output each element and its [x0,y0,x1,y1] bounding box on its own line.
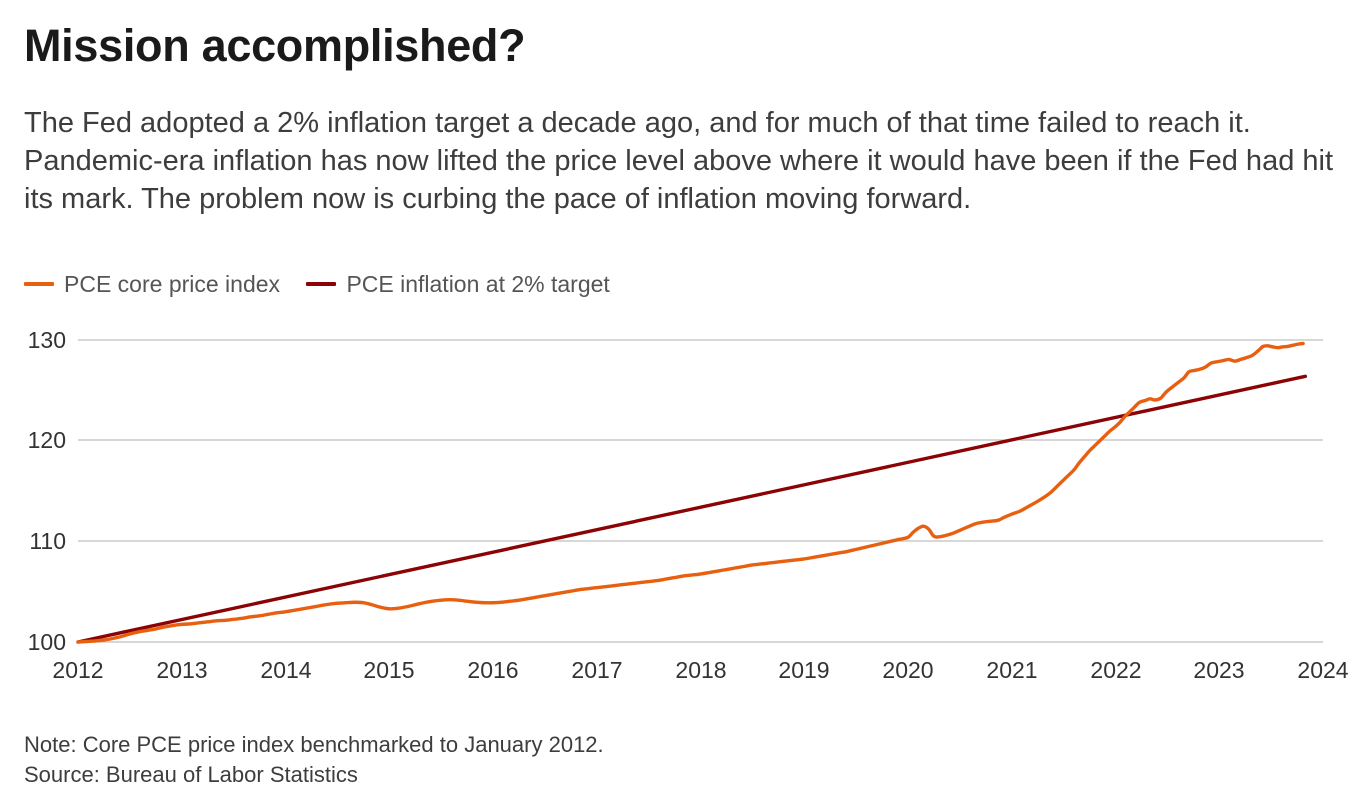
svg-text:110: 110 [29,528,66,554]
svg-text:2015: 2015 [363,657,414,683]
svg-text:100: 100 [28,629,66,655]
svg-text:2014: 2014 [260,657,311,683]
svg-text:2024: 2024 [1297,657,1348,683]
svg-text:120: 120 [28,427,66,453]
svg-text:2021: 2021 [986,657,1037,683]
svg-text:2013: 2013 [156,657,207,683]
svg-text:2023: 2023 [1193,657,1244,683]
svg-text:2018: 2018 [675,657,726,683]
svg-text:2017: 2017 [571,657,622,683]
svg-text:2020: 2020 [882,657,933,683]
svg-text:2019: 2019 [778,657,829,683]
svg-text:130: 130 [28,327,66,353]
svg-text:2012: 2012 [52,657,103,683]
svg-text:2022: 2022 [1090,657,1141,683]
svg-text:2016: 2016 [467,657,518,683]
